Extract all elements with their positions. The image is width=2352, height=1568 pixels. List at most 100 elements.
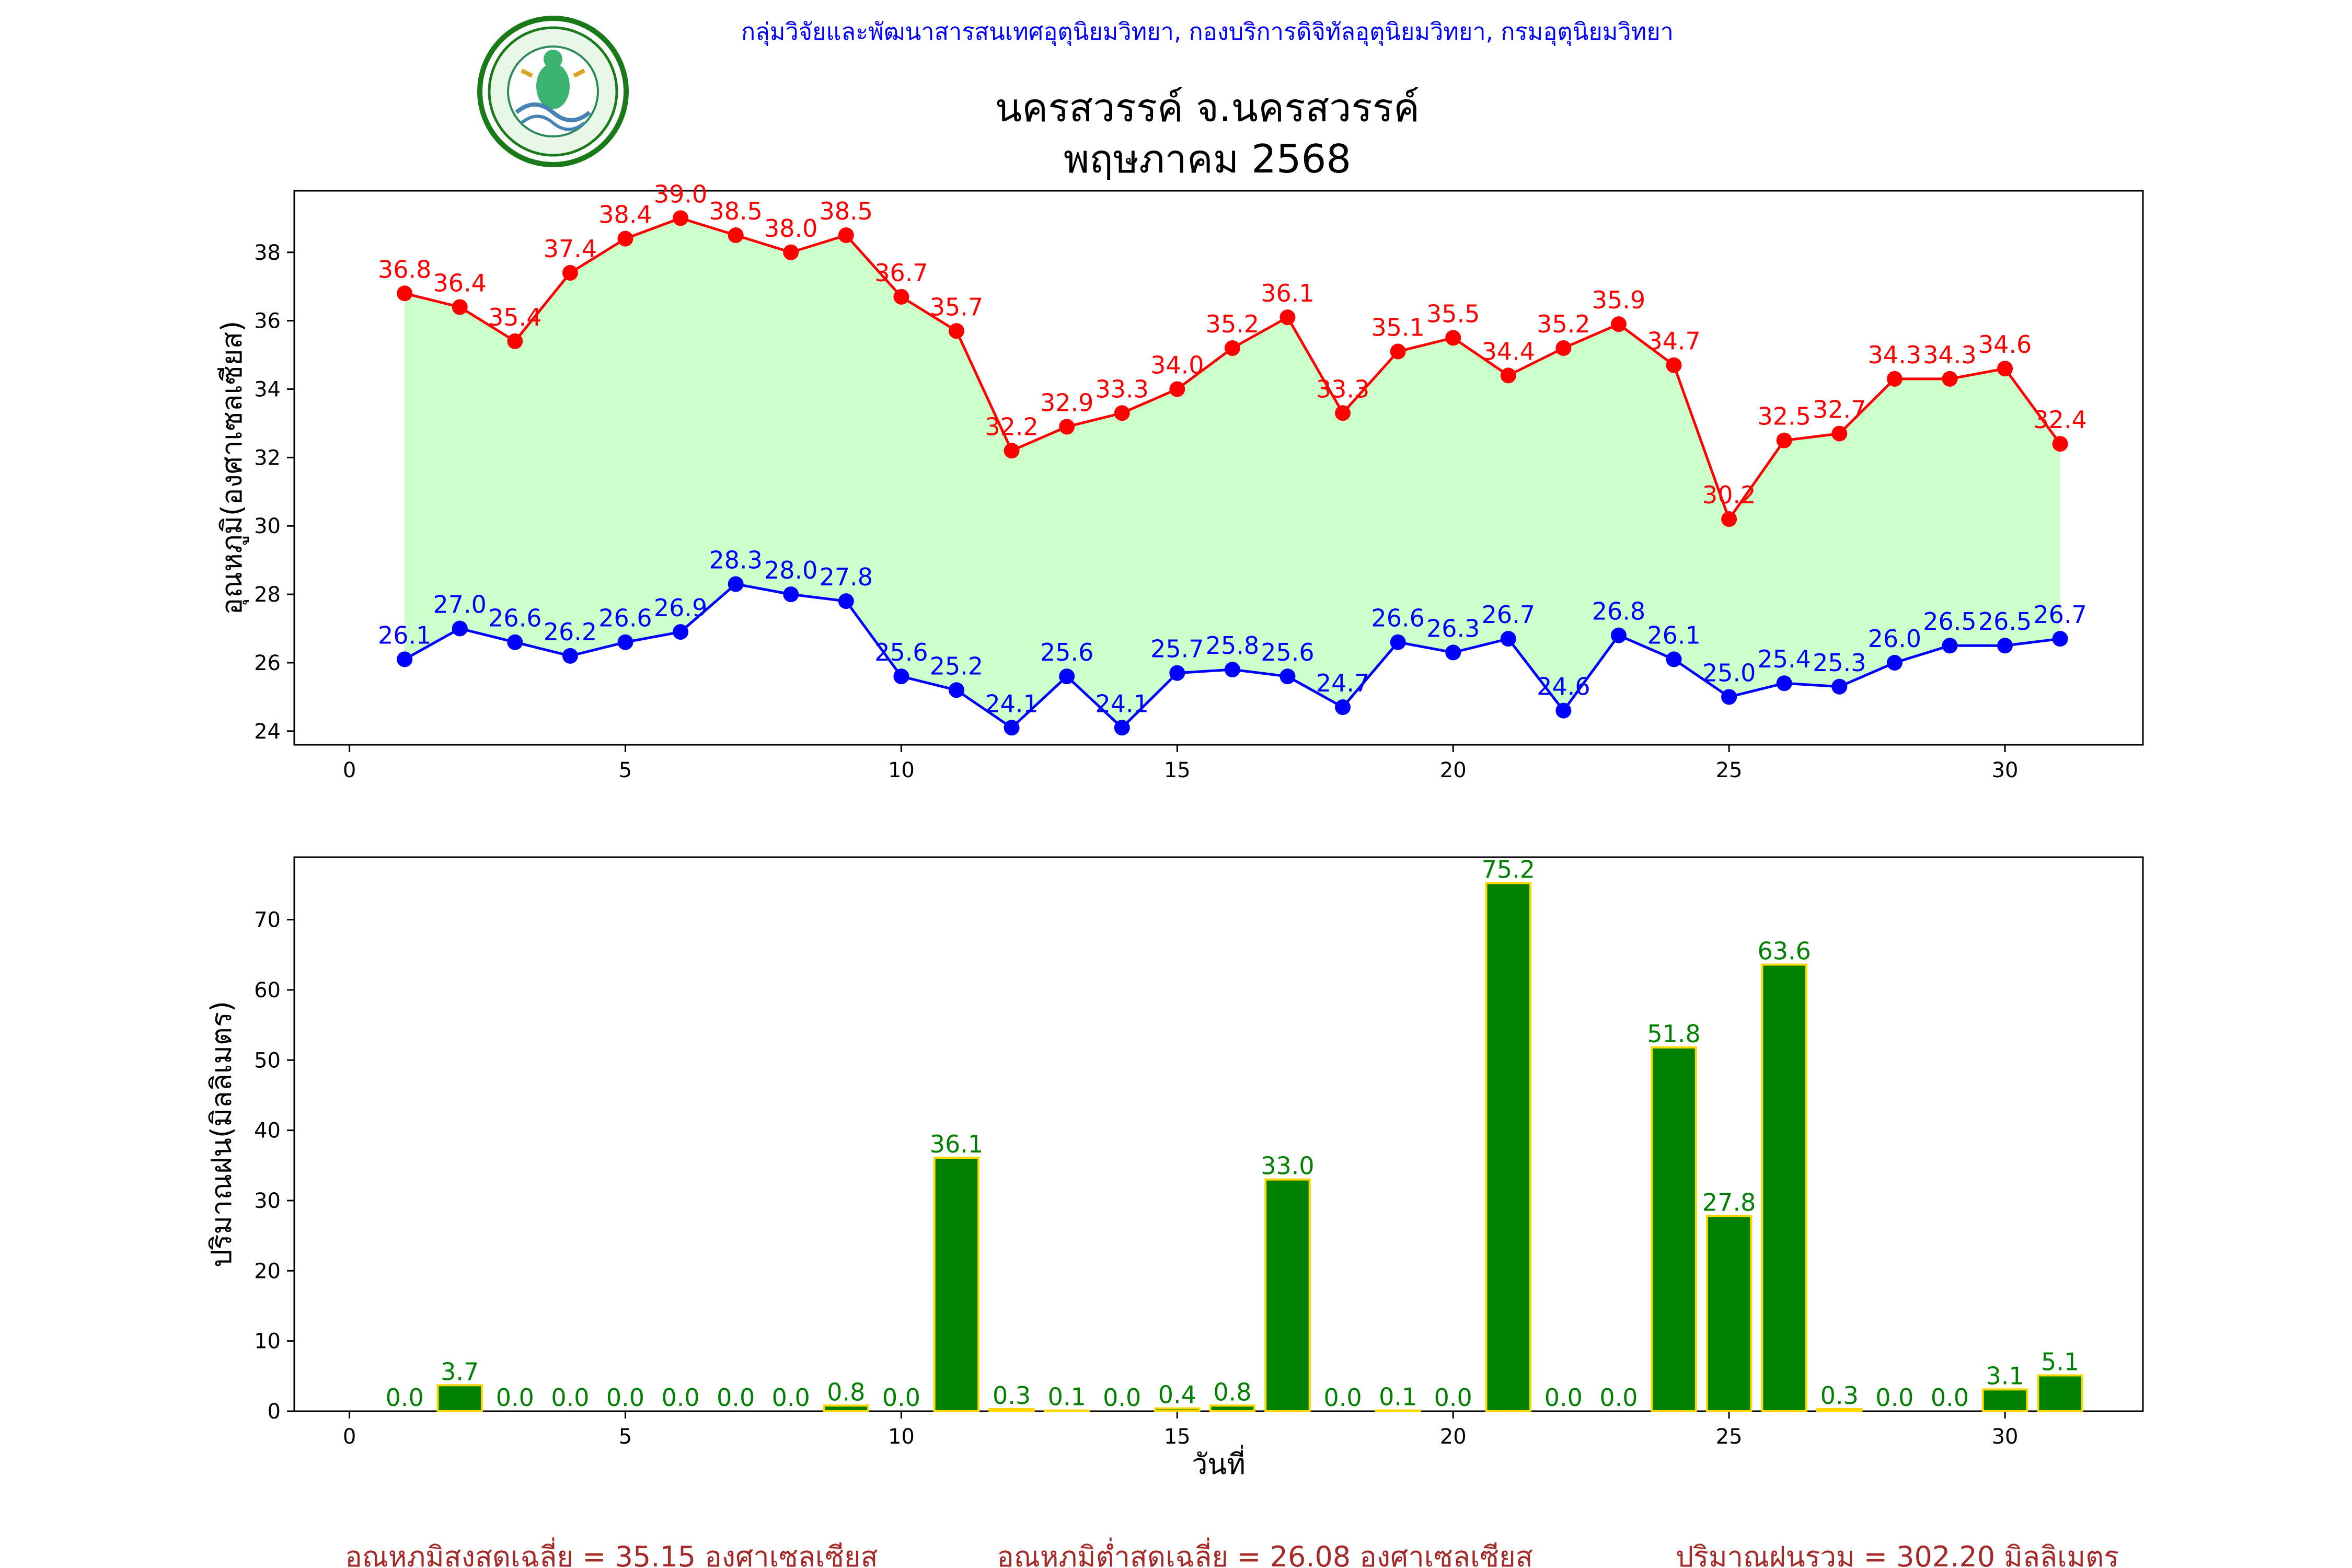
min-temperature-point — [1114, 720, 1130, 736]
min-temperature-point — [1335, 699, 1351, 716]
min-temperature-label: 26.1 — [378, 621, 431, 649]
rainfall-label: 27.8 — [1702, 1189, 1756, 1217]
temperature-x-tick-label: 30 — [1992, 758, 2019, 782]
min-temperature-label: 25.6 — [874, 638, 928, 666]
max-temperature-point — [507, 333, 523, 349]
max-temperature-labels: 36.8 36.435.437.438.439.038.538.038.536.7… — [378, 180, 2087, 509]
max-temperature-point — [1114, 405, 1130, 421]
rainfall-bar — [1981, 1388, 2028, 1412]
min-temperature-point — [617, 634, 633, 650]
max-temperature-point — [1942, 371, 1958, 387]
max-temperature-label: 35.2 — [1537, 310, 1590, 338]
min-temperature-labels: 26.127.0 26.6 26.2 26.6 26.928.3 28.0 27.825.6… — [378, 546, 2087, 718]
max-temperature-label: 34.6 — [1978, 330, 2032, 359]
max-temperature-point — [452, 299, 468, 315]
max-temperature-point — [1555, 340, 1572, 356]
rainfall-x-tick-label: 5 — [619, 1425, 632, 1449]
min-temperature-label: 25.7 — [1150, 635, 1204, 663]
rainfall-bar — [933, 1157, 980, 1412]
min-temperature-point — [948, 682, 964, 698]
rainfall-label: 0.0 — [1599, 1383, 1638, 1412]
rainfall-label: 0.0 — [1931, 1383, 1969, 1412]
rainfall-y-tick-label: 70 — [254, 908, 281, 932]
max-temperature-label: 38.4 — [598, 201, 652, 229]
temperature-x-tick-label: 10 — [888, 758, 915, 782]
rainfall-label: 3.1 — [1986, 1362, 2024, 1390]
max-temperature-label: 34.0 — [1150, 351, 1204, 379]
min-temperature-point — [1224, 662, 1240, 678]
temperature-x-tick-label: 15 — [1164, 758, 1191, 782]
min-temperature-point — [2052, 631, 2068, 647]
min-temperature-point — [1279, 668, 1296, 685]
rainfall-y-tick-label: 40 — [254, 1119, 281, 1143]
rainfall-label: 0.8 — [1213, 1378, 1251, 1406]
min-temperature-label: 24.1 — [1096, 689, 1149, 718]
max-temperature-point — [1610, 316, 1627, 332]
min-temperature-point — [783, 586, 799, 603]
total-rainfall: ปริมาณฝนรวม = 302.20 มิลลิเมตร — [1676, 1540, 2119, 1568]
max-temperature-label: 34.3 — [1868, 341, 1921, 369]
min-temperature-label: 26.7 — [1482, 601, 1535, 629]
rainfall-label: 5.1 — [2041, 1347, 2079, 1376]
rainfall-y-tick-label: 50 — [254, 1048, 281, 1073]
average-max-temperature: อุณหภูมิสูงสุดเฉลี่ย = 35.15 องศาเซลเซีย… — [345, 1537, 878, 1568]
max-temperature-points — [397, 210, 2068, 527]
rainfall-bar — [1705, 1215, 1753, 1413]
max-temperature-label: 32.2 — [985, 412, 1038, 441]
max-temperature-label: 38.5 — [709, 197, 762, 225]
agency-title: กลุ่มวิจัยและพัฒนาสารสนเทศอุตุนิยมวิทยา,… — [741, 18, 1674, 46]
max-temperature-label: 39.0 — [654, 180, 707, 208]
min-temperature-label: 28.3 — [709, 546, 762, 574]
max-temperature-label: 32.9 — [1040, 388, 1093, 417]
temperature-y-tick-label: 30 — [254, 514, 281, 538]
rainfall-y-axis-label: ปริมาณฝน(มิลลิเมตร) — [205, 1001, 238, 1267]
max-temperature-label: 34.7 — [1647, 327, 1700, 355]
min-temperature-label: 26.0 — [1868, 625, 1921, 653]
max-temperature-label: 38.5 — [820, 197, 873, 225]
rainfall-y-tick-label: 10 — [254, 1330, 281, 1354]
max-temperature-label: 32.5 — [1758, 402, 1811, 431]
rainfall-bar — [1816, 1408, 1863, 1412]
min-temperature-label: 25.6 — [1040, 638, 1093, 666]
min-temperature-label: 28.0 — [764, 556, 817, 584]
rainfall-label: 33.0 — [1261, 1152, 1314, 1180]
rainfall-label: 0.0 — [496, 1383, 534, 1412]
max-temperature-point — [948, 323, 964, 339]
max-temperature-point — [1886, 371, 1903, 387]
max-temperature-label: 36.4 — [433, 269, 487, 297]
min-temperature-points — [397, 576, 2068, 736]
max-temperature-label: 32.4 — [2033, 406, 2086, 434]
rainfall-labels: 0.0 3.7 0.0 0.0 0.0 0.0 0.0 0.0 0.8 0.0 36.1 0.3 0.1… — [386, 856, 2080, 1412]
min-temperature-point — [1004, 720, 1020, 736]
min-temperature-point — [728, 576, 744, 592]
rainfall-label: 0.0 — [551, 1383, 589, 1412]
max-temperature-label: 38.0 — [764, 214, 817, 243]
header: กลุ่มวิจัยและพัฒนาสารสนเทศอุตุนิยมวิทยา,… — [477, 16, 1674, 182]
rainfall-bar — [1485, 882, 1532, 1412]
rainfall-y-tick-label: 0 — [268, 1400, 281, 1424]
min-temperature-point — [1445, 644, 1461, 661]
rainfall-bar — [1154, 1407, 1201, 1413]
max-temperature-label: 33.3 — [1096, 375, 1149, 403]
min-temperature-point — [1555, 702, 1572, 719]
max-temperature-point — [1335, 405, 1351, 421]
min-temperature-label: 26.8 — [1592, 597, 1645, 626]
rainfall-label: 0.0 — [386, 1383, 424, 1412]
rainfall-label: 0.0 — [1434, 1383, 1472, 1412]
min-temperature-label: 26.5 — [1978, 607, 2032, 636]
month-title: พฤษภาคม 2568 — [1064, 136, 1351, 182]
temperature-y-tick-label: 36 — [254, 309, 281, 333]
min-temperature-label: 26.3 — [1426, 614, 1480, 642]
max-temperature-point — [1831, 425, 1848, 442]
rainfall-x-tick-label: 20 — [1440, 1425, 1467, 1449]
max-temperature-label: 35.9 — [1592, 286, 1645, 314]
rainfall-x-tick-label: 10 — [888, 1425, 915, 1449]
rainfall-axes: 0 5 10 15 20 25 30 0 10 20 30 40 50 60 70 — [254, 856, 2144, 1449]
min-temperature-label: 25.2 — [930, 652, 983, 680]
rainfall-y-tick-label: 30 — [254, 1189, 281, 1213]
max-temperature-label: 30.2 — [1702, 481, 1756, 509]
rainfall-x-tick-label: 15 — [1164, 1425, 1191, 1449]
max-temperature-point — [1169, 381, 1185, 397]
